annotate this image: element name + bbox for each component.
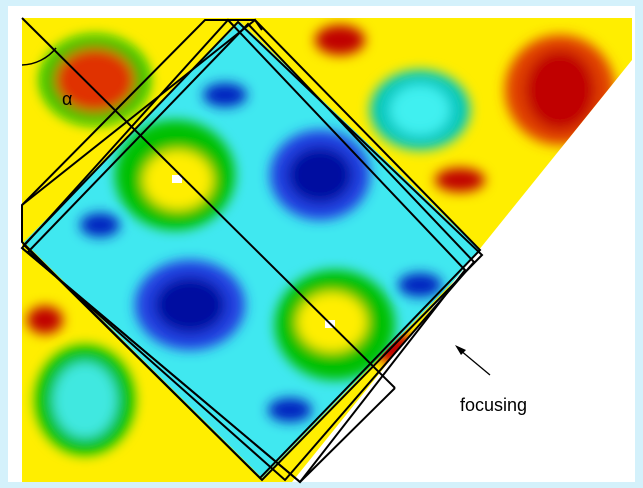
annotation: focusing: [460, 395, 527, 415]
angle-label: α: [62, 89, 72, 109]
focus-arrow: [455, 345, 491, 376]
beam-outlines: [20, 17, 484, 484]
